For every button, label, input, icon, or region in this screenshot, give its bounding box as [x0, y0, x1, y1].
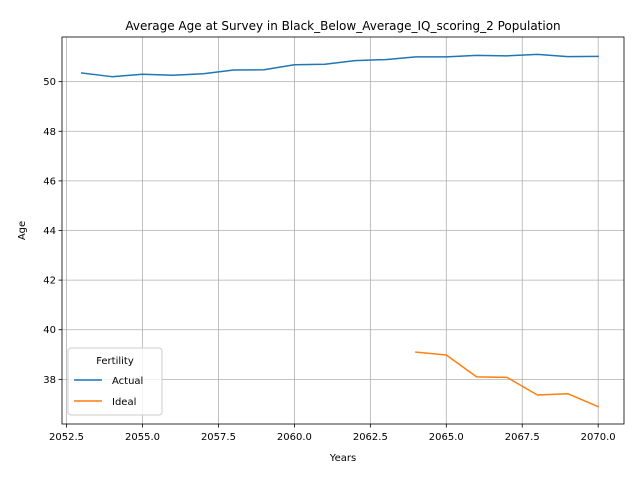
y-axis-label: Age: [17, 221, 28, 240]
x-axis-label: Years: [329, 453, 356, 464]
x-tick-label: 2065.0: [429, 432, 464, 443]
x-tick-label: 2057.5: [201, 432, 236, 443]
x-tick-label: 2067.5: [505, 432, 540, 443]
y-tick-label: 46: [43, 176, 56, 187]
x-tick-label: 2062.5: [353, 432, 388, 443]
legend-label-ideal: Ideal: [112, 397, 136, 408]
y-tick-label: 42: [43, 276, 56, 287]
chart-title: Average Age at Survey in Black_Below_Ave…: [125, 19, 560, 33]
series-lines: [80, 53, 600, 408]
legend-label-actual: Actual: [112, 376, 143, 387]
x-tick-label: 2070.0: [581, 432, 616, 443]
y-tick-label: 50: [43, 77, 56, 88]
y-tick-label: 44: [43, 226, 56, 237]
series-line-ideal: [415, 351, 600, 408]
y-tick-label: 40: [43, 325, 56, 336]
y-tick-label: 38: [43, 375, 56, 386]
legend-box: [67, 347, 163, 416]
y-axis: 38 40 42 44 46 48 50: [43, 77, 62, 386]
legend: Fertility Actual Ideal: [67, 347, 163, 416]
series-line-actual: [80, 53, 599, 78]
x-tick-label: 2055.0: [125, 432, 160, 443]
y-tick-label: 48: [43, 127, 56, 138]
x-axis: 2052.5 2055.0 2057.5 2060.0 2062.5 2065.0 2067…: [49, 424, 616, 443]
legend-title: Fertility: [96, 356, 134, 367]
x-tick-label: 2060.0: [277, 432, 312, 443]
x-tick-label: 2052.5: [49, 432, 84, 443]
